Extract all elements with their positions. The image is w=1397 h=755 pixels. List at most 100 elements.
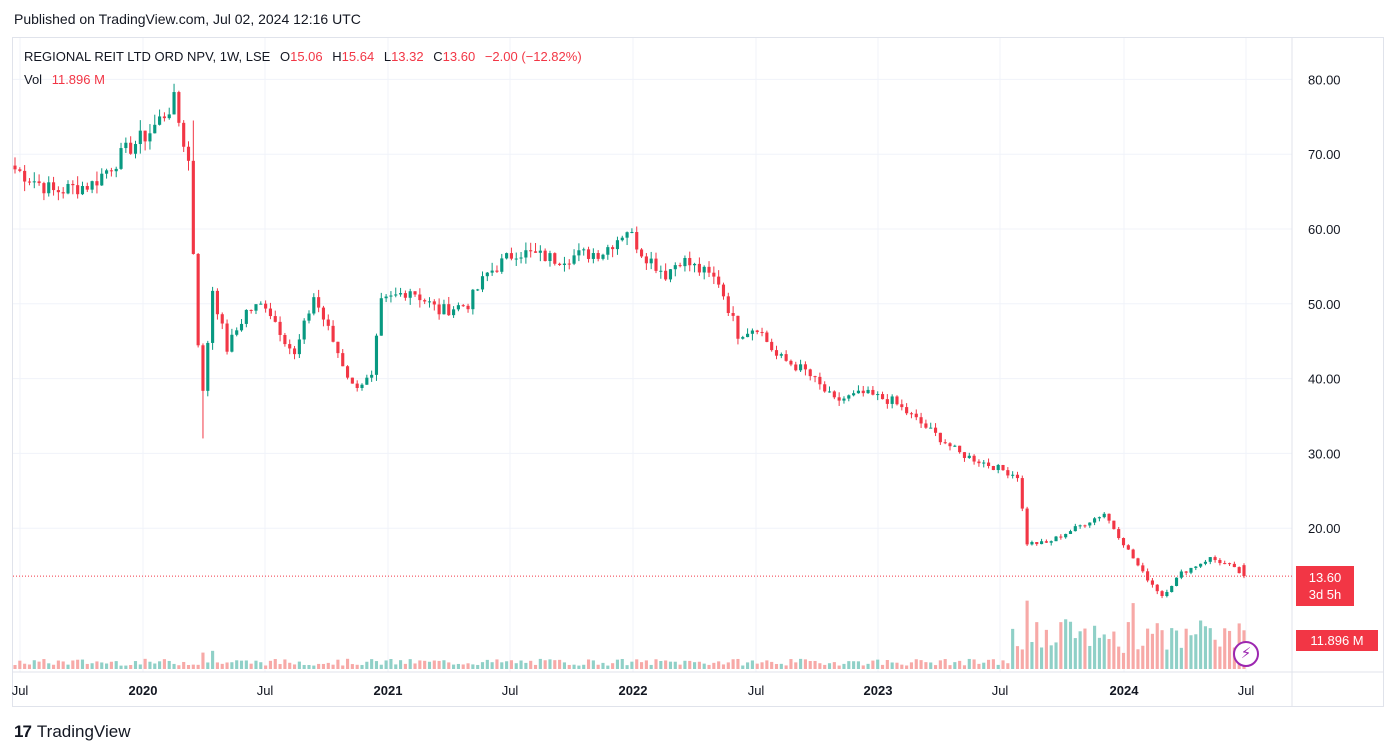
candle-body <box>1006 470 1010 476</box>
candle-body <box>206 342 210 391</box>
volume-bar <box>302 664 306 669</box>
volume-bar <box>61 661 65 669</box>
candle-body <box>191 160 195 254</box>
candle-body <box>447 304 451 316</box>
candle-body <box>186 146 191 161</box>
volume-bar <box>905 665 909 669</box>
candle-body <box>967 455 971 458</box>
candle-body <box>977 461 981 464</box>
volume-bar <box>1020 649 1024 669</box>
volume-bar <box>32 660 36 669</box>
candle-body <box>239 323 244 331</box>
candle-body <box>244 309 248 324</box>
x-tick-label: Jul <box>502 683 519 698</box>
legend-high-label: H <box>332 49 342 64</box>
legend-symbol[interactable]: REGIONAL REIT LTD ORD NPV, 1W, LSE <box>24 49 271 64</box>
candle-body <box>461 305 465 307</box>
volume-bar <box>1083 628 1087 669</box>
volume-bar <box>1189 635 1193 669</box>
volume-bar <box>244 660 248 669</box>
volume-value: 11.896 M <box>51 72 105 87</box>
volume-bar <box>124 665 128 669</box>
candle-body <box>220 314 224 324</box>
volume-bar <box>586 659 591 669</box>
volume-bar <box>813 660 817 669</box>
volume-bar <box>529 660 533 669</box>
volume-bar <box>423 660 427 669</box>
candle-body <box>553 253 557 264</box>
volume-bar <box>1126 622 1130 669</box>
volume-bar <box>794 662 798 669</box>
candle-body <box>726 296 730 314</box>
volume-bar <box>1006 663 1010 669</box>
candle-body <box>1001 464 1005 471</box>
candle-body <box>114 168 118 172</box>
bar-countdown: 3d 5h <box>1308 587 1342 602</box>
volume-bar <box>615 659 620 669</box>
volume-bar <box>1054 642 1058 669</box>
volume-bar <box>818 663 822 669</box>
candle-body <box>495 270 499 272</box>
candle-body <box>577 250 581 256</box>
volume-bar <box>803 659 807 669</box>
volume-bar <box>601 662 605 669</box>
volume-bar <box>702 663 706 669</box>
volume-bar <box>1223 628 1227 669</box>
volume-bar <box>336 659 340 669</box>
volume-bar <box>582 664 586 669</box>
candle-body <box>452 309 456 316</box>
volume-bar <box>268 660 273 669</box>
volume-bar <box>683 660 687 669</box>
volume-bar <box>225 662 229 669</box>
candle-body <box>317 297 321 308</box>
candle-body <box>712 272 716 277</box>
volume-bar <box>885 660 889 669</box>
volume-bar <box>18 660 22 669</box>
candle-body <box>765 332 769 342</box>
volume-bar <box>611 663 615 669</box>
volume-bar <box>95 661 99 669</box>
volume-bar <box>750 660 754 669</box>
volume-bar <box>823 664 827 669</box>
volume-bar <box>533 664 538 669</box>
candle-body <box>717 276 721 285</box>
candle-body <box>162 116 166 119</box>
volume-bar <box>1097 637 1101 669</box>
volume-bar <box>312 665 316 669</box>
flash-icon[interactable]: ⚡ <box>1233 641 1259 667</box>
volume-bar <box>779 663 783 669</box>
candle-body <box>1054 536 1058 542</box>
chart-frame[interactable] <box>12 37 1384 707</box>
volume-bar <box>606 665 610 669</box>
candle-body <box>47 182 51 194</box>
candle-body <box>905 407 909 414</box>
candle-body <box>490 270 494 273</box>
candle-body <box>1165 592 1169 597</box>
candle-body <box>177 92 181 123</box>
volume-bar <box>452 664 456 669</box>
volume-bar <box>105 663 109 669</box>
candle-body <box>736 315 740 339</box>
candle-body <box>639 249 644 257</box>
volume-bar <box>1040 647 1044 669</box>
candle-body <box>852 393 856 396</box>
candle-body <box>741 337 745 339</box>
volume-bar <box>1059 622 1063 669</box>
last-volume-tag: 11.896 M <box>1296 630 1378 651</box>
candle-body <box>249 309 253 311</box>
volume-bar <box>765 660 769 669</box>
candle-body <box>611 247 615 250</box>
volume-bar <box>100 662 104 669</box>
tradingview-logo[interactable]: 17 TradingView <box>14 722 130 742</box>
legend-open-label: O <box>279 49 291 64</box>
candle-body <box>799 364 803 371</box>
candle-body <box>649 258 653 264</box>
volume-bar <box>1136 649 1140 669</box>
volume-bar <box>746 662 750 669</box>
volume-bar <box>399 660 403 669</box>
volume-bar <box>360 664 364 669</box>
candle-body <box>370 374 374 378</box>
candle-body <box>355 383 359 388</box>
volume-bar <box>1155 623 1159 669</box>
